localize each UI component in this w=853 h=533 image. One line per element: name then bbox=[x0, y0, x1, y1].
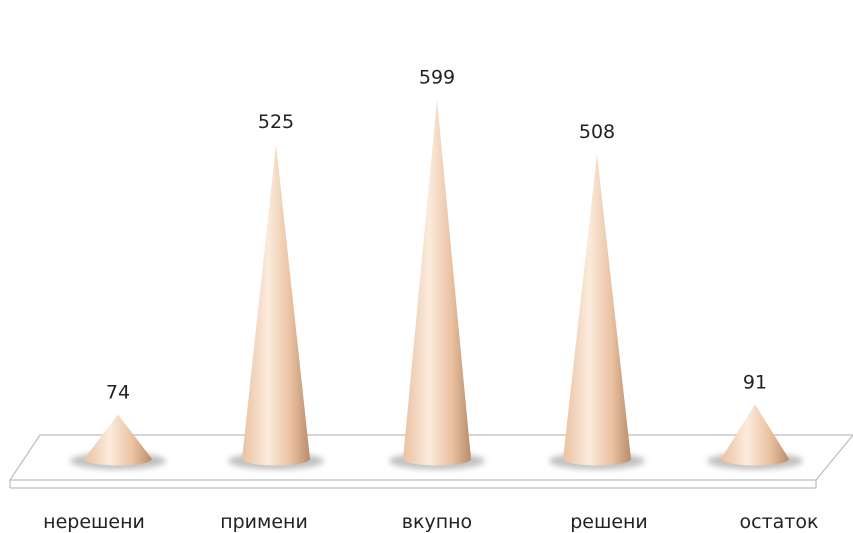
category-label: нерешени bbox=[43, 511, 145, 533]
cone-bar bbox=[721, 404, 789, 466]
cone-bar bbox=[84, 414, 152, 466]
data-label: 74 bbox=[106, 382, 130, 404]
cone-bar bbox=[563, 154, 631, 466]
category-label: примени bbox=[220, 511, 308, 533]
category-label: решени bbox=[570, 511, 648, 533]
data-label: 599 bbox=[419, 67, 455, 89]
data-label: 525 bbox=[258, 111, 294, 133]
category-label: вкупно bbox=[402, 511, 472, 533]
cone-bar bbox=[403, 99, 471, 466]
cone-marks: 74 нерешени 525 примени 599 вкупно 508 решени 91… bbox=[43, 67, 818, 533]
data-label: 508 bbox=[579, 121, 615, 143]
category-label: остаток bbox=[740, 511, 819, 533]
cone-bar bbox=[242, 144, 310, 466]
data-label: 91 bbox=[743, 371, 767, 393]
